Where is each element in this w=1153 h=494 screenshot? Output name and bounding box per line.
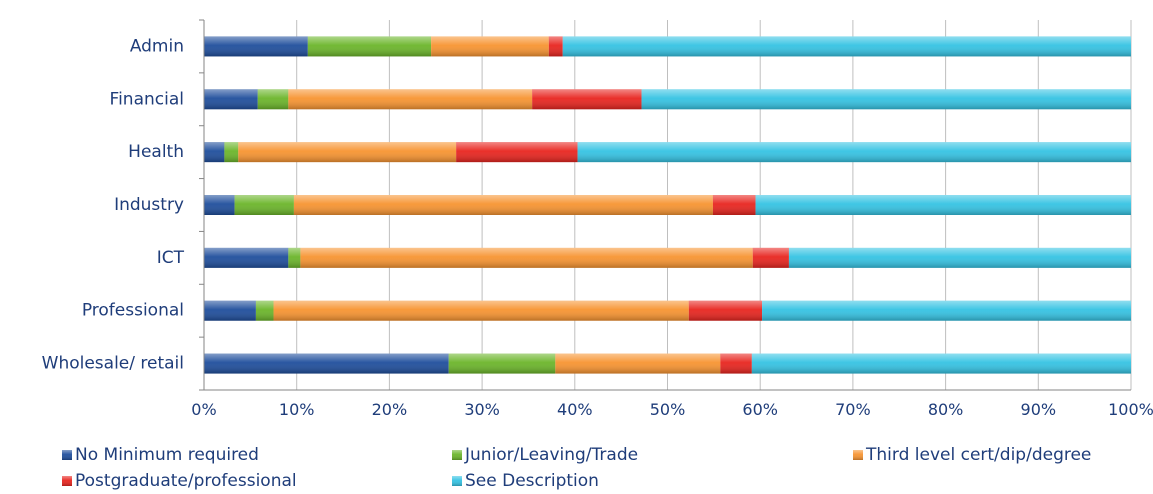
category-label: Professional (82, 301, 184, 321)
bar-segment-shade (431, 36, 549, 57)
bar-segment-shade (641, 89, 1131, 110)
bar-segment-shade (255, 300, 274, 321)
x-tick-label: 40% (557, 400, 593, 419)
bar-segment-shade (273, 300, 689, 321)
bar-segment-shade (755, 195, 1131, 215)
category-label: Health (128, 142, 184, 162)
bar-segment-shade (788, 247, 1131, 268)
x-tick-label: 60% (742, 400, 778, 419)
bar-segment-shade (456, 142, 578, 163)
x-tick-label: 0% (191, 400, 216, 419)
bar-segment-shade (562, 36, 1131, 57)
legend-swatch-shade (452, 476, 462, 486)
legend-swatch-shade (62, 476, 72, 486)
bar-segment-shade (257, 89, 289, 110)
bar-segment-shade (204, 353, 449, 374)
x-tick-label: 80% (928, 400, 964, 419)
bar-segment-shade (448, 353, 556, 374)
x-tick-label: 20% (372, 400, 408, 419)
bar-segment-shade (752, 247, 789, 268)
x-tick-label: 90% (1021, 400, 1057, 419)
bar-segment-shade (288, 89, 533, 110)
category-label: Admin (130, 36, 184, 56)
bar-segment-shade (204, 36, 308, 57)
bar-segment-shade (288, 247, 301, 268)
bar-segment-shade (712, 195, 756, 215)
category-label: ICT (157, 248, 185, 268)
bar-segment-shade (204, 89, 258, 110)
bar-segment-shade (238, 142, 457, 163)
bar-segment-shade (204, 247, 289, 268)
bar-segment-shade (204, 300, 256, 321)
bar-segment-shade (307, 36, 432, 57)
bar-segment-shade (762, 300, 1131, 321)
bar-segment-shade (224, 142, 239, 163)
bar-segment-shade (548, 36, 563, 57)
bar-segment-shade (555, 353, 721, 374)
x-tick-label: 100% (1108, 400, 1153, 419)
legend-label-third-level-cert-dip-degree: Third level cert/dip/degree (865, 445, 1091, 465)
axes: 0% 10% 20% 30% 40% 50% 60% 70% 80% 90% 100% Admin Fi… (42, 19, 1153, 419)
x-tick-label: 30% (464, 400, 500, 419)
bar-segment-shade (720, 353, 752, 374)
category-label: Financial (110, 89, 184, 109)
legend-swatch-shade (62, 450, 72, 460)
bar-segment-shade (577, 142, 1131, 163)
category-label: Wholesale/ retail (42, 354, 184, 374)
x-tick-label: 70% (835, 400, 871, 419)
legend-swatch-shade (452, 450, 462, 460)
bar-segment-shade (751, 353, 1131, 374)
bar-segment-shade (293, 195, 713, 215)
legend-label-no-minimum-required: No Minimum required (75, 445, 259, 465)
legend-label-postgraduate-professional: Postgraduate/professional (75, 471, 297, 491)
x-tick-label: 50% (650, 400, 686, 419)
legend-label-junior-leaving-trade: Junior/Leaving/Trade (464, 445, 638, 465)
bar-segment-shade (204, 195, 235, 215)
bar-segment-shade (532, 89, 642, 110)
bar-segment-shade (300, 247, 753, 268)
legend-label-see-description: See Description (465, 471, 599, 491)
legend-swatch-shade (853, 450, 863, 460)
x-tick-label: 10% (279, 400, 315, 419)
bars (204, 36, 1131, 374)
category-label: Industry (114, 195, 184, 215)
bar-segment-shade (688, 300, 763, 321)
bar-segment-shade (234, 195, 294, 215)
legend: No Minimum required Junior/Leaving/Trade T… (62, 445, 1091, 491)
bar-segment-shade (204, 142, 225, 163)
